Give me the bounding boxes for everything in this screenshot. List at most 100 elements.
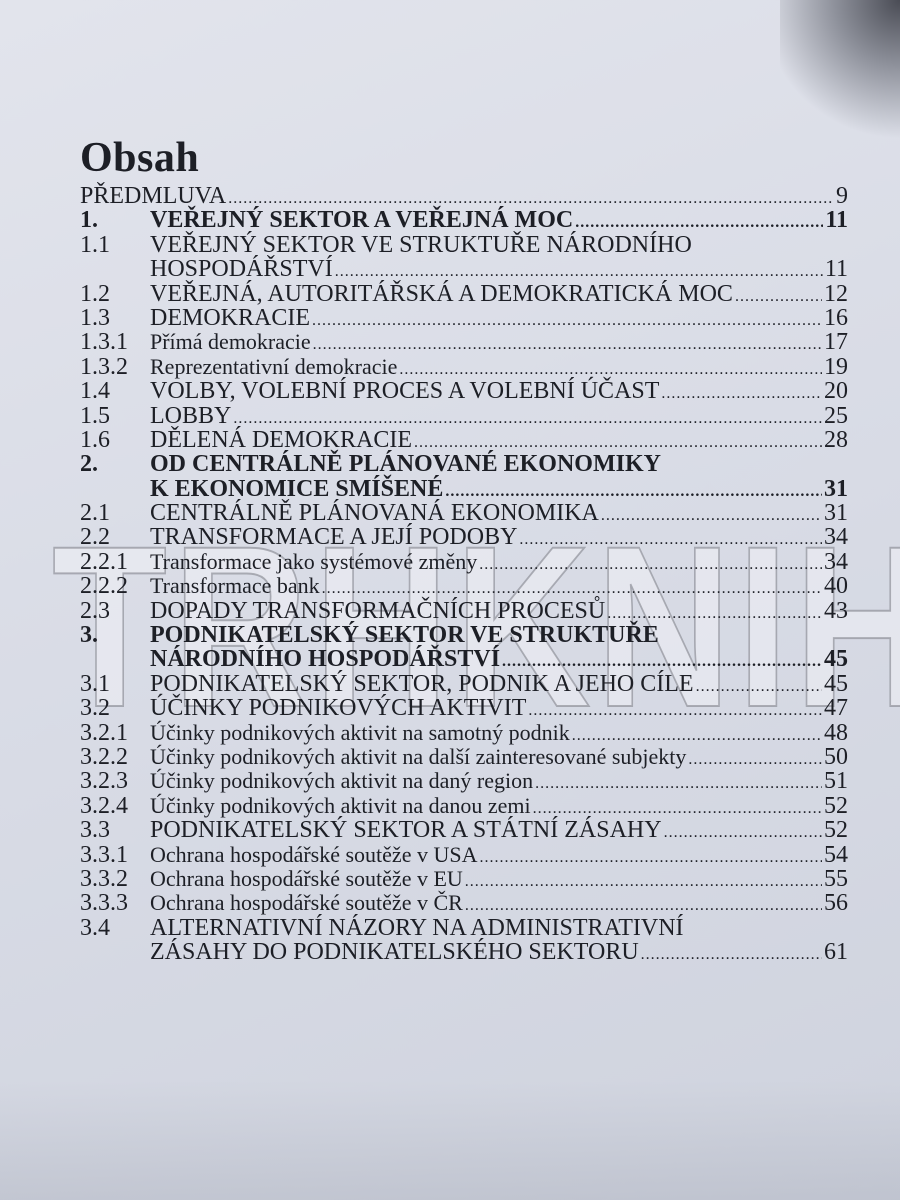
toc-entry: 3.3.3 Ochrana hospodářské soutěže v ČR 56 — [80, 890, 848, 917]
page-number: 34 — [824, 548, 848, 575]
dot-leader — [661, 382, 822, 406]
toc-line: 3.3.3 Ochrana hospodářské soutěže v ČR 56 — [80, 890, 848, 917]
toc-line: 1.5 LOBBY 25 — [80, 402, 848, 429]
dot-leader — [312, 309, 822, 333]
page-number: 31 — [824, 475, 848, 502]
toc-line: 3.2 ÚČINKY PODNIKOVÝCH AKTIVIT 47 — [80, 695, 848, 723]
page-number: 55 — [824, 865, 848, 892]
page-number: 12 — [824, 280, 848, 307]
section-title: Účinky podnikových aktivit na další zain… — [150, 743, 687, 769]
section-title: VEŘEJNÁ, AUTORITÁŘSKÁ A DEMOKRATICKÁ MOC — [150, 280, 733, 307]
section-title: Ochrana hospodářské soutěže v USA — [150, 841, 478, 867]
toc-line: 1.1 VEŘEJNÝ SEKTOR VE STRUKTUŘE NÁRODNÍHO — [80, 231, 848, 258]
toc-entry: 3.4 ALTERNATIVNÍ NÁZORY NA ADMINISTRATIVN… — [80, 914, 848, 966]
section-title: PODNIKATELSKÝ SEKTOR, PODNIK A JEHO CÍLE — [150, 670, 694, 697]
section-number: 3.4 — [80, 914, 110, 941]
toc-entry: 1.3 DEMOKRACIE 16 — [80, 304, 848, 333]
section-number: 1.3.2 — [80, 353, 128, 380]
dot-leader — [479, 846, 822, 870]
section-title: DEMOKRACIE — [150, 304, 310, 331]
section-number: 3.2.3 — [80, 768, 128, 795]
dot-leader — [601, 504, 822, 528]
section-title: Přímá demokracie — [150, 329, 311, 355]
page-number: 17 — [824, 329, 848, 356]
toc-line: 2.2.2 Transformace bank 40 — [80, 573, 848, 600]
toc-entry: 3.3.1 Ochrana hospodářské soutěže v USA 54 — [80, 841, 848, 870]
toc-line: ZÁSAHY DO PODNIKATELSKÉHO SEKTORU 61 — [80, 939, 848, 966]
section-title: TRANSFORMACE A JEJÍ PODOBY — [150, 524, 518, 551]
section-title: Účinky podnikových aktivit na daný regio… — [150, 768, 534, 794]
toc-line: 3.1 PODNIKATELSKÝ SEKTOR, PODNIK A JEHO C… — [80, 670, 848, 699]
toc-entry: 2.2 TRANSFORMACE A JEJÍ PODOBY 34 — [80, 524, 848, 552]
page-number: 19 — [824, 353, 848, 380]
page-number: 54 — [824, 841, 848, 868]
toc-line: 1. VEŘEJNÝ SEKTOR A VEŘEJNÁ MOC 11 — [80, 207, 848, 234]
page-number: 45 — [824, 670, 848, 697]
section-number: 1.2 — [80, 280, 110, 307]
section-title: CENTRÁLNĚ PLÁNOVANÁ EKONOMIKA — [150, 500, 599, 527]
section-number: 3.3.3 — [80, 890, 128, 917]
section-title: PŘEDMLUVA — [80, 183, 227, 209]
toc-entry: 2. OD CENTRÁLNĚ PLÁNOVANÉ EKONOMIKY K EKON… — [80, 452, 848, 501]
section-title: Reprezentativní demokracie — [150, 353, 398, 379]
toc-line: 3.2.4 Účinky podnikových aktivit na danou… — [80, 792, 848, 818]
page-number: 28 — [824, 426, 848, 453]
toc-entry: 1.1 VEŘEJNÝ SEKTOR VE STRUKTUŘE NÁRODNÍHO… — [80, 231, 848, 283]
toc-line: 1.3 DEMOKRACIE 16 — [80, 304, 848, 333]
toc-entry: 1.5 LOBBY 25 — [80, 402, 848, 429]
section-number: 1.3 — [80, 304, 110, 331]
section-title: K EKONOMICE SMÍŠENÉ — [150, 475, 444, 502]
toc-entry: 3.1 PODNIKATELSKÝ SEKTOR, PODNIK A JEHO C… — [80, 670, 848, 699]
section-title: PODNIKATELSKÝ SEKTOR A STÁTNÍ ZÁSAHY — [150, 817, 662, 844]
section-number: 2.3 — [80, 597, 110, 624]
section-title: Účinky podnikových aktivit na samotný po… — [150, 719, 570, 745]
page-number: 16 — [824, 304, 848, 331]
toc-entry: 2.1 CENTRÁLNĚ PLÁNOVANÁ EKONOMIKA 31 — [80, 500, 848, 528]
toc-line: 3.4 ALTERNATIVNÍ NÁZORY NA ADMINISTRATIVN… — [80, 914, 848, 941]
toc-line: 3. PODNIKATELSKÝ SEKTOR VE STRUKTUŘE — [80, 623, 848, 648]
toc-line: 3.3.1 Ochrana hospodářské soutěže v USA 54 — [80, 841, 848, 870]
section-title: HOSPODÁŘSTVÍ — [150, 256, 333, 283]
toc-line: K EKONOMICE SMÍŠENÉ 31 — [80, 475, 848, 502]
page-number: 31 — [824, 500, 848, 527]
toc-entry: 3.3.2 Ochrana hospodářské soutěže v EU 55 — [80, 865, 848, 894]
section-number: 3.2 — [80, 695, 110, 722]
toc-entry: 2.2.1 Transformace jako systémové změny 34 — [80, 548, 848, 575]
toc-line: 3.3 PODNIKATELSKÝ SEKTOR A STÁTNÍ ZÁSAHY 5… — [80, 817, 848, 844]
dot-leader — [519, 528, 822, 552]
page-number: 56 — [824, 890, 848, 917]
section-number: 3.2.2 — [80, 743, 128, 770]
toc-entry: 1.3.2 Reprezentativní demokracie 19 — [80, 353, 848, 380]
section-title: Účinky podnikových aktivit na danou zemi — [150, 792, 531, 818]
section-title: Ochrana hospodářské soutěže v ČR — [150, 890, 463, 916]
toc-entry: 1.6 DĚLENÁ DEMOKRACIE 28 — [80, 426, 848, 453]
toc-entry: 1.3.1 Přímá demokracie 17 — [80, 329, 848, 356]
toc-line: 2.3 DOPADY TRANSFORMAČNÍCH PROCESŮ 43 — [80, 597, 848, 624]
toc-entry: 1.2 VEŘEJNÁ, AUTORITÁŘSKÁ A DEMOKRATICKÁ … — [80, 280, 848, 307]
section-number: 1.1 — [80, 231, 110, 258]
section-title: ÚČINKY PODNIKOVÝCH AKTIVIT — [150, 695, 527, 722]
section-title: VEŘEJNÝ SEKTOR A VEŘEJNÁ MOC — [150, 207, 574, 234]
dot-leader — [528, 699, 822, 723]
page-number: 47 — [824, 695, 848, 722]
section-number: 2.2.1 — [80, 548, 128, 575]
page-number: 34 — [824, 524, 848, 551]
toc-line: 1.3.2 Reprezentativní demokracie 19 — [80, 353, 848, 380]
dot-leader — [465, 870, 822, 894]
section-number: 2.2.2 — [80, 573, 128, 600]
toc-entry: 3. PODNIKATELSKÝ SEKTOR VE STRUKTUŘE NÁROD… — [80, 623, 848, 672]
page-number: 50 — [824, 743, 848, 770]
page-shadow-corner — [780, 0, 900, 140]
toc-line: 2. OD CENTRÁLNĚ PLÁNOVANÉ EKONOMIKY — [80, 452, 848, 477]
toc-line: NÁRODNÍHO HOSPODÁŘSTVÍ 45 — [80, 646, 848, 673]
section-number: 1.5 — [80, 402, 110, 429]
toc-line: 3.2.3 Účinky podnikových aktivit na daný … — [80, 768, 848, 795]
page-number: 45 — [824, 646, 848, 673]
toc-entry: 3.2.2 Účinky podnikových aktivit na další… — [80, 743, 848, 770]
toc-entry: 3.2 ÚČINKY PODNIKOVÝCH AKTIVIT 47 — [80, 695, 848, 723]
dot-leader — [696, 675, 822, 699]
section-number: 1.4 — [80, 378, 110, 405]
toc-line: 1.4 VOLBY, VOLEBNÍ PROCES A VOLEBNÍ ÚČAST… — [80, 378, 848, 406]
section-title: ZÁSAHY DO PODNIKATELSKÉHO SEKTORU — [150, 939, 639, 966]
page-title: Obsah — [80, 135, 200, 182]
